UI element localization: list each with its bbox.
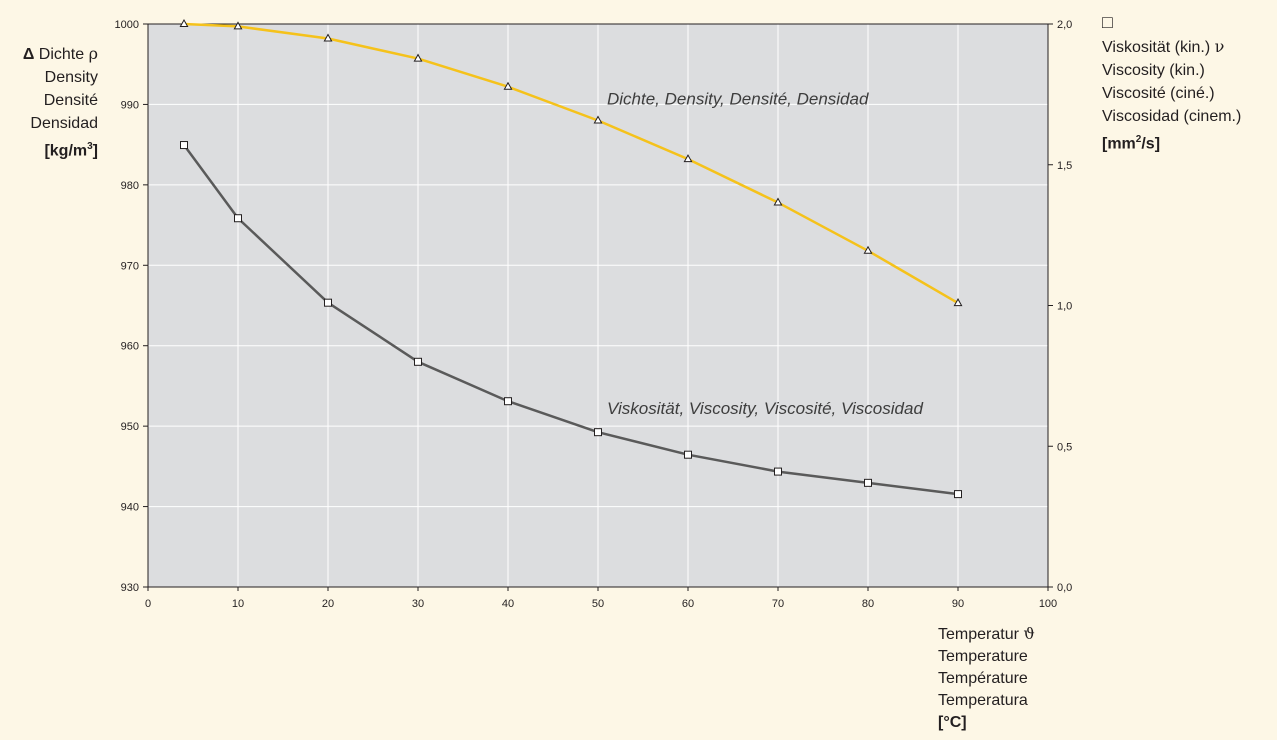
x-tick-label: 100 [1039, 598, 1057, 610]
density-marker [503, 81, 513, 90]
axes [143, 23, 1053, 591]
right-axis-title: □ Viskosität (kin.) ν Viscosity (kin.) V… [1102, 9, 1241, 155]
left-axis-unit: [kg/m3] [44, 141, 98, 160]
left-axis-label-de: Dichte [38, 46, 85, 63]
x-axis-label-es: Temperatura [938, 692, 1028, 709]
left-axis-title: Δ Dichte ρ Density Densité Densidad [kg/… [8, 42, 98, 162]
density-marker [233, 21, 243, 30]
x-tick-label: 90 [952, 598, 964, 610]
x-tick-label: 80 [862, 598, 874, 610]
left-axis-label-fr: Densité [43, 92, 98, 109]
theta-symbol: ϑ [1023, 624, 1035, 643]
density-marker [413, 53, 423, 62]
viscosity-marker [504, 397, 512, 406]
series [179, 18, 963, 499]
x-tick-label: 70 [772, 598, 784, 610]
density-line [183, 22, 959, 305]
viscosity-marker [234, 214, 242, 223]
density-marker [683, 154, 693, 163]
x-tick-label: 0 [145, 598, 151, 610]
y-right-tick-label: 1,5 [1057, 160, 1072, 172]
density-marker [593, 115, 603, 124]
x-axis-label-en: Temperature [938, 648, 1028, 665]
viscosity-marker [774, 467, 782, 476]
tick-labels: 0 10 20 30 40 50 60 70 80 90 100 930 940 950 960 970 980… [115, 19, 1073, 610]
y-right-tick-label: 2,0 [1057, 19, 1072, 31]
viscosity-marker [180, 141, 188, 150]
rho-symbol: ρ [88, 44, 98, 63]
x-axis-label-de: Temperatur [938, 626, 1019, 643]
x-tick-label: 60 [682, 598, 694, 610]
right-axis-label-es: Viscosidad (cinem.) [1102, 108, 1242, 125]
square-legend-icon: □ [1102, 12, 1113, 32]
right-axis-label-fr: Viscosité (ciné.) [1102, 85, 1215, 102]
right-axis-unit: [mm2/s] [1102, 134, 1161, 153]
density-curve-label: Dichte, Density, Densité, Densidad [607, 89, 869, 108]
triangle-legend-icon: Δ [22, 46, 35, 63]
viscosity-marker [594, 428, 602, 437]
viscosity-marker [954, 490, 962, 499]
y-left-tick-label: 970 [121, 260, 139, 272]
x-tick-label: 10 [232, 598, 244, 610]
left-axis-label-en: Density [44, 69, 98, 86]
density-marker [863, 245, 873, 254]
viscosity-marker [684, 450, 692, 459]
viscosity-line [182, 144, 959, 496]
y-right-tick-label: 1,0 [1057, 301, 1072, 313]
y-right-tick-label: 0,5 [1057, 441, 1072, 453]
x-axis-unit: [°C] [938, 714, 967, 731]
nu-symbol: ν [1214, 37, 1225, 56]
y-left-tick-label: 950 [121, 421, 139, 433]
grid [148, 24, 1048, 587]
right-axis-label-de: Viskosität (kin.) [1102, 39, 1211, 56]
density-marker [773, 197, 783, 206]
viscosity-marker [324, 298, 332, 307]
x-axis-label-fr: Température [938, 670, 1028, 687]
x-tick-label: 20 [322, 598, 334, 610]
viscosity-series [180, 141, 962, 499]
viscosity-curve-label: Viskosität, Viscosity, Viscosité, Viscos… [607, 399, 923, 418]
left-axis-label-es: Densidad [30, 115, 98, 132]
y-right-tick-label: 0,0 [1057, 582, 1072, 594]
y-left-tick-label: 940 [121, 502, 139, 514]
density-series [179, 18, 963, 307]
viscosity-marker [414, 357, 422, 366]
density-marker [323, 33, 333, 42]
y-left-tick-label: 1000 [115, 19, 139, 31]
viscosity-marker [864, 478, 872, 487]
right-axis-label-en: Viscosity (kin.) [1102, 62, 1205, 79]
y-left-tick-label: 990 [121, 99, 139, 111]
y-left-tick-label: 980 [121, 180, 139, 192]
y-left-tick-label: 960 [121, 341, 139, 353]
x-tick-label: 40 [502, 598, 514, 610]
y-left-tick-label: 930 [121, 582, 139, 594]
density-marker [953, 298, 963, 307]
x-axis-title: Temperatur ϑ Temperature Température Tem… [938, 623, 1035, 734]
x-tick-label: 50 [592, 598, 604, 610]
x-tick-label: 30 [412, 598, 424, 610]
density-marker [179, 18, 189, 27]
